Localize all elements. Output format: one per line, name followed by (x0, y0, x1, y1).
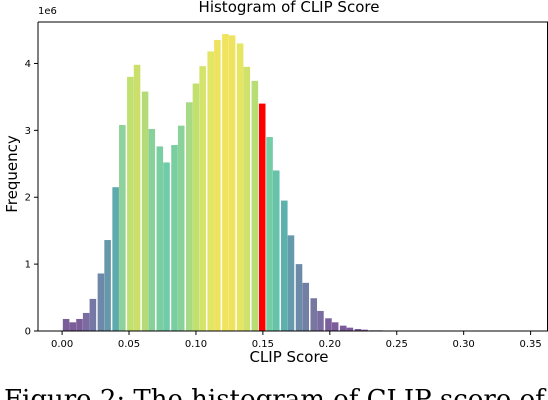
histogram-bar-34 (310, 298, 318, 331)
histogram-bar-5 (97, 273, 105, 331)
y-tick-label: 3 (25, 126, 31, 137)
figure-caption: Figure 2: The histogram of CLIP score of… (0, 386, 548, 400)
histogram-bar-22 (222, 34, 229, 331)
y-tick-label: 0 (25, 327, 31, 338)
histogram-bar-36 (325, 318, 332, 331)
histogram-bar-35 (317, 310, 324, 331)
histogram-bar-8 (119, 125, 126, 331)
histogram-bar-18 (192, 83, 200, 331)
x-tick-label: 0.10 (185, 339, 207, 350)
y-tick-label: 2 (25, 193, 31, 204)
histogram-bar-14 (163, 162, 170, 331)
histogram-bar-38 (339, 325, 347, 331)
histogram-bar-10 (133, 64, 141, 331)
x-tick-label: 0.30 (453, 339, 475, 350)
histogram-bar-29 (272, 170, 280, 331)
histogram-bar-31 (287, 235, 295, 331)
histogram-bars (62, 34, 442, 332)
x-tick-label: 0.15 (252, 339, 274, 350)
x-axis-ticks: 0.00 0.05 0.10 0.15 0.20 0.25 0.30 0.35 (51, 331, 542, 350)
y-axis-multiplier: 1e6 (38, 6, 57, 17)
x-tick-label: 0.05 (118, 339, 140, 350)
histogram-bar-27 (258, 103, 266, 331)
histogram-bar-2 (76, 318, 83, 331)
histogram-bar-6 (104, 240, 111, 331)
histogram-bar-33 (302, 282, 309, 331)
histogram-bar-21 (214, 40, 221, 332)
chart-title: Histogram of CLIP Score (199, 0, 380, 16)
histogram-bar-41 (361, 329, 368, 331)
histogram-bar-16 (177, 125, 185, 331)
histogram-bar-0 (62, 318, 70, 331)
histogram-bar-15 (171, 145, 178, 331)
histogram-bar-30 (281, 200, 288, 331)
histogram-bar-7 (112, 187, 119, 331)
histogram-bar-25 (243, 66, 251, 331)
histogram-bar-9 (127, 76, 134, 331)
clip-score-histogram: Histogram of CLIP Score 1e6 0.00 0.05 0.10… (3, 0, 548, 366)
x-axis-label: CLIP Score (249, 348, 328, 366)
y-tick-label: 4 (25, 59, 31, 70)
histogram-bar-3 (82, 312, 90, 331)
histogram-bar-39 (346, 327, 354, 331)
histogram-bar-24 (236, 43, 244, 332)
y-axis-ticks: 0 1 2 3 4 (25, 59, 38, 338)
histogram-bar-11 (141, 91, 149, 331)
histogram-bar-12 (148, 129, 156, 331)
histogram-bar-23 (228, 35, 236, 331)
histogram-bar-20 (207, 51, 214, 332)
y-tick-label: 1 (25, 260, 31, 271)
histogram-bar-4 (89, 298, 97, 331)
y-axis-label: Frequency (3, 135, 21, 213)
histogram-bar-26 (251, 80, 259, 331)
histogram-bar-32 (295, 264, 303, 331)
histogram-bar-19 (199, 66, 206, 331)
histogram-bar-28 (266, 137, 273, 331)
histogram-bar-40 (354, 328, 362, 331)
x-tick-label: 0.25 (386, 339, 408, 350)
x-tick-label: 0.35 (519, 339, 541, 350)
histogram-bar-37 (331, 322, 339, 331)
histogram-bar-1 (69, 322, 77, 331)
histogram-bar-17 (185, 102, 193, 331)
x-tick-label: 0.20 (319, 339, 341, 350)
histogram-bar-13 (156, 146, 164, 331)
x-tick-label: 0.00 (51, 339, 73, 350)
